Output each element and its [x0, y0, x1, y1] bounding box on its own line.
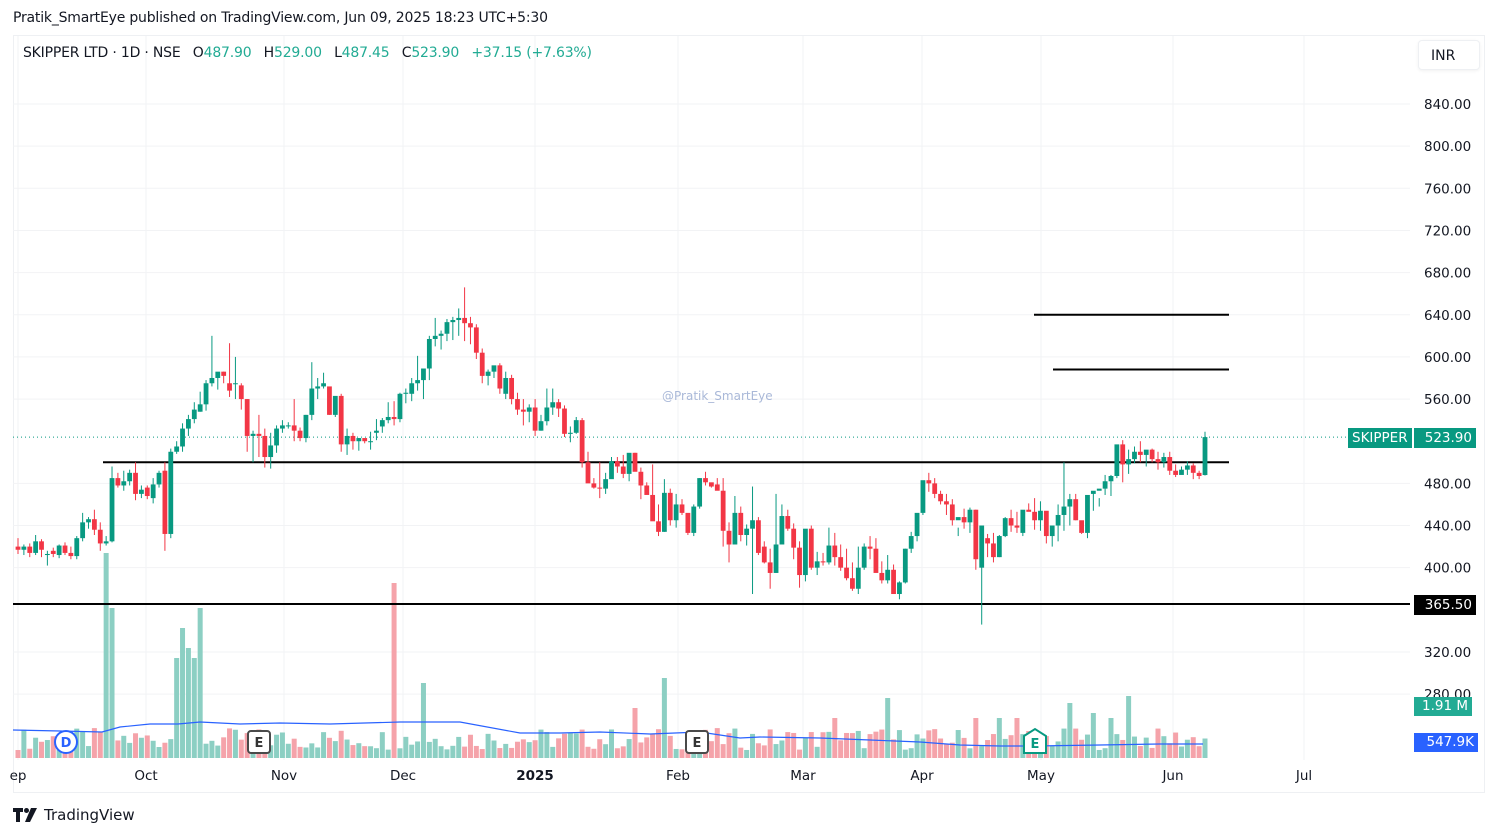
time-tick-label: ep: [10, 768, 27, 784]
price-axis[interactable]: 840.00 800.00 760.00 720.00 680.00 640.00 600.…: [1424, 97, 1471, 703]
tradingview-logo[interactable]: TradingView: [13, 806, 135, 824]
symbol-legend: SKIPPER LTD · 1D · NSE O487.90 H529.00 L…: [23, 45, 592, 61]
price-tick-label: 600.00: [1424, 350, 1471, 366]
price-tick-label: 320.00: [1424, 645, 1471, 661]
price-tick-label: 440.00: [1424, 519, 1471, 535]
price-tick-label: 840.00: [1424, 97, 1471, 113]
symbol-price-tag: SKIPPER: [1348, 428, 1413, 448]
candles: [15, 287, 1208, 625]
tradingview-logo-icon: [13, 808, 37, 822]
time-tick-label: Feb: [666, 768, 690, 784]
price-tick-label: 480.00: [1424, 476, 1471, 492]
low-value: 487.45: [341, 45, 390, 61]
time-tick-label: Mar: [790, 768, 816, 784]
tradingview-brand: TradingView: [44, 806, 135, 824]
time-axis[interactable]: ep Oct Nov Dec 2025 Feb Mar Apr May Jun Jul: [10, 768, 1313, 784]
level-price-tag: 365.50: [1414, 595, 1476, 615]
time-tick-label: May: [1027, 768, 1055, 784]
svg-text:D: D: [61, 736, 72, 751]
time-tick-label: Apr: [910, 768, 934, 784]
price-tick-label: 720.00: [1424, 223, 1471, 239]
high-value: 529.00: [274, 45, 322, 61]
time-tick-label: Oct: [134, 768, 157, 784]
chart-frame: [13, 35, 1485, 793]
time-tick-label: Dec: [390, 768, 416, 784]
price-tick-label: 640.00: [1424, 308, 1471, 324]
last-price-tag: 523.90: [1414, 428, 1476, 448]
earnings-marker[interactable]: E: [247, 730, 271, 754]
price-tick-label: 760.00: [1424, 181, 1471, 197]
svg-text:E: E: [693, 736, 702, 751]
dividend-marker[interactable]: D: [54, 730, 78, 754]
close-value: 523.90: [411, 45, 460, 61]
time-tick-label: Nov: [271, 768, 297, 784]
change-value: +37.15 (+7.63%): [471, 45, 592, 61]
time-tick-label: Jun: [1161, 768, 1183, 784]
volume-bars: [15, 553, 1208, 758]
time-tick-label: Jul: [1295, 768, 1312, 784]
price-tick-label: 680.00: [1424, 266, 1471, 282]
svg-text:E: E: [1031, 737, 1040, 752]
volume-tag: 1.91 M: [1414, 697, 1472, 716]
earnings-marker[interactable]: E: [685, 730, 709, 754]
volume-ma-line: [12, 721, 1203, 747]
horizontal-lines[interactable]: [13, 313, 1410, 606]
open-value: 487.90: [203, 45, 252, 61]
time-tick-label: 2025: [516, 768, 554, 784]
currency-button[interactable]: INR: [1418, 40, 1480, 70]
svg-text:E: E: [255, 736, 264, 751]
earnings-marker[interactable]: E: [1023, 727, 1047, 754]
published-line: Pratik_SmartEye published on TradingView…: [13, 10, 548, 26]
price-tick-label: 800.00: [1424, 139, 1471, 155]
price-tick-label: 560.00: [1424, 392, 1471, 408]
volume-ma-tag: 547.9K: [1414, 733, 1478, 752]
symbol-info: SKIPPER LTD · 1D · NSE: [23, 45, 181, 61]
author-watermark: @Pratik_SmartEye: [662, 389, 773, 403]
price-tick-label: 400.00: [1424, 561, 1471, 577]
